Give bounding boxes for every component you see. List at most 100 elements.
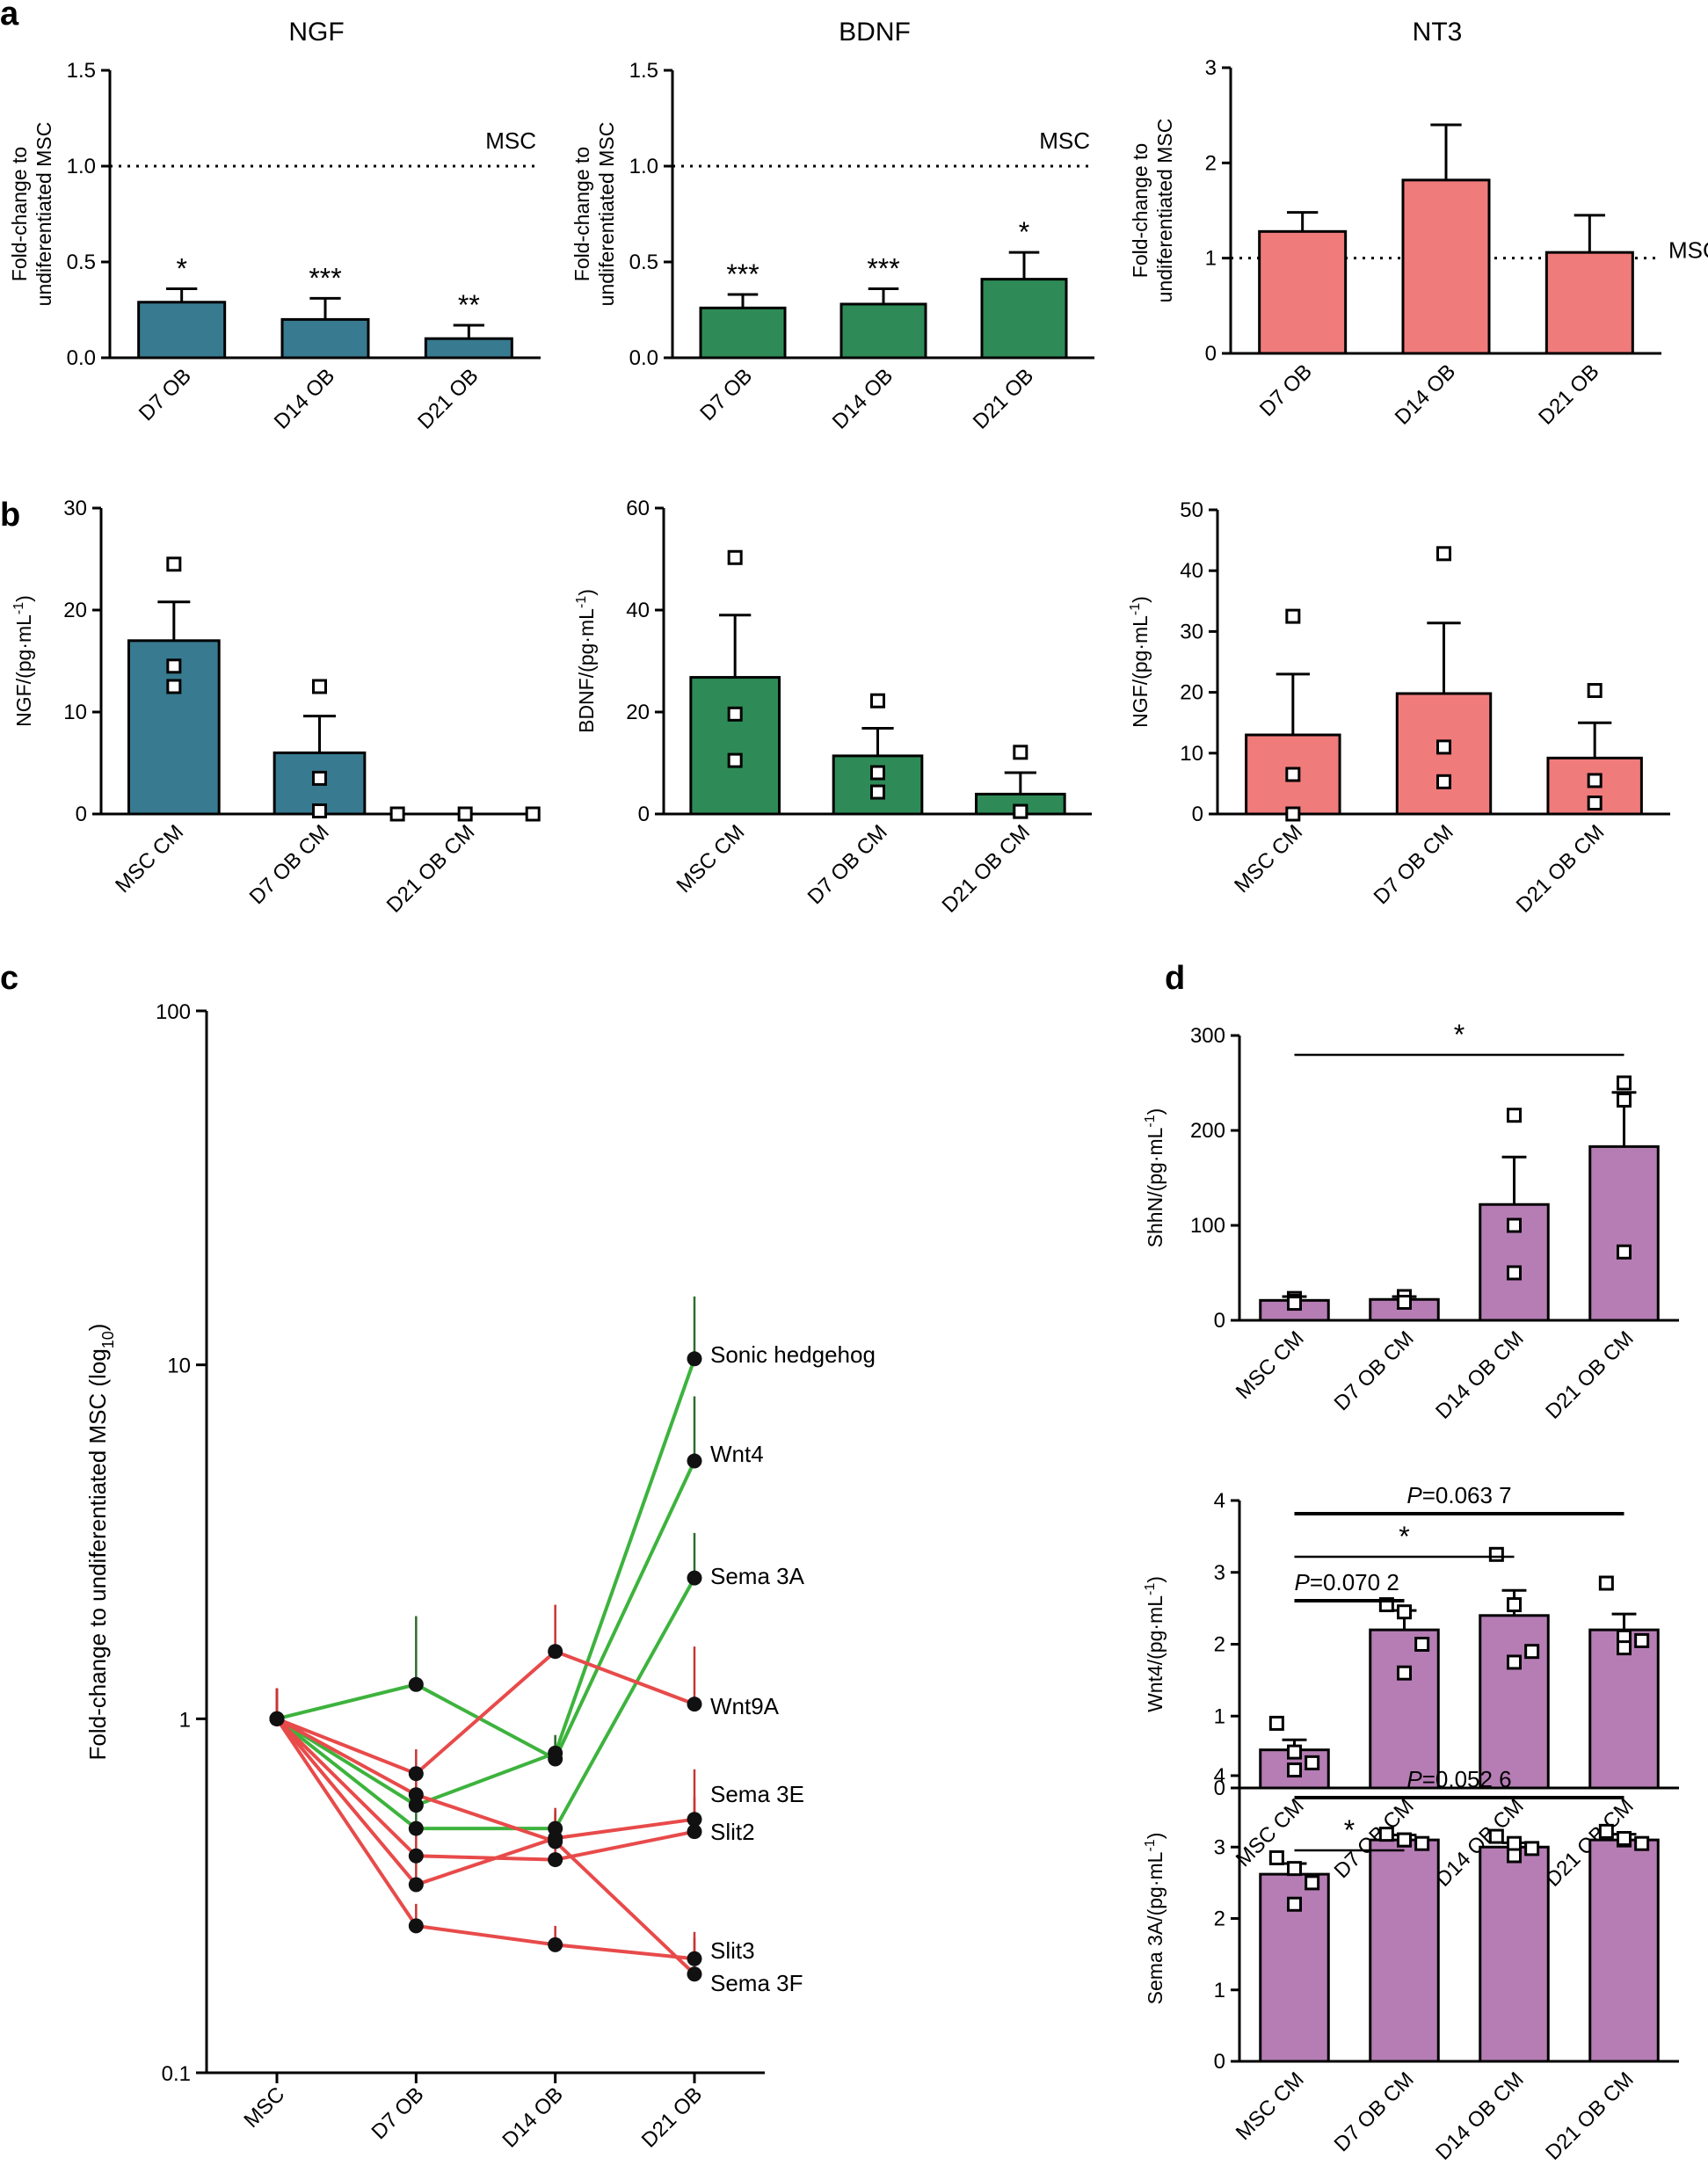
a2-significance-star: *** (726, 258, 759, 290)
a2-ytick-label: 1.0 (629, 155, 658, 178)
d1-xtick-label: D7 OB CM (1330, 1326, 1419, 1415)
d1-y-label: ShhN/(pg·mL-1) (1143, 1108, 1167, 1248)
b1-data-point (525, 806, 541, 822)
d3-data-point (1507, 1848, 1522, 1864)
c-data-point (408, 1877, 424, 1893)
b3-xtick-label: D7 OB CM (1370, 820, 1458, 909)
c-series-label: Wnt4 (710, 1441, 764, 1467)
d2-ytick-label: 2 (1214, 1633, 1225, 1657)
b3-data-point (1587, 796, 1603, 811)
c-data-point (408, 1787, 424, 1803)
d2-data-point (1397, 1665, 1412, 1681)
c-data-point (687, 1351, 702, 1367)
d3-data-point (1488, 1828, 1504, 1844)
b3-y-label-end: ) (1129, 596, 1152, 603)
d2-y-label: Wnt4/(pg·mL-1) (1143, 1576, 1167, 1712)
c-series-line (276, 1717, 696, 1976)
a1-ytick-label: 0.5 (67, 251, 96, 274)
panel-label-b: b (0, 497, 20, 534)
c-series-line (276, 1460, 696, 1762)
d2-data-point (1488, 1546, 1504, 1562)
b3-data-point (1285, 806, 1301, 822)
c-data-point (687, 1453, 702, 1469)
c-data-point (687, 1951, 702, 1966)
d3-ytick-label: 2 (1214, 1908, 1225, 1931)
b1-data-point (166, 658, 182, 674)
a1-ytick-label: 1.5 (67, 59, 96, 83)
a2-xtick-label: D14 OB (828, 364, 898, 433)
c-ytick-label: 10 (167, 1355, 191, 1378)
d1-xtick-label: D14 OB CM (1431, 1326, 1529, 1424)
d1-xtick-label: MSC CM (1232, 1326, 1309, 1404)
b1-xtick-label: D21 OB CM (382, 820, 480, 918)
d2-bracket-label: P=0.070 2 (1295, 1569, 1399, 1595)
b3-xtick-label: MSC CM (1230, 820, 1307, 897)
a1-y-label: Fold-change toundiferentiated MSC (8, 122, 55, 307)
d2-p-value: =0.063 7 (1422, 1482, 1512, 1508)
d3-xtick-label: D14 OB CM (1431, 2067, 1529, 2165)
d2-data-point (1507, 1654, 1522, 1670)
c-series-line (275, 1717, 695, 1862)
c-data-point (687, 1824, 702, 1840)
b1-ytick-label: 0 (76, 803, 87, 826)
b1-xtick-label: D7 OB CM (245, 820, 334, 909)
d3-xtick-label: MSC CM (1232, 2067, 1309, 2145)
d3-data-point (1305, 1875, 1320, 1891)
a3-ytick-label: 3 (1205, 56, 1217, 80)
c-data-point (687, 1966, 702, 1982)
a2-significance-star: *** (867, 253, 899, 285)
c-y-label-sub: 10 (99, 1331, 117, 1348)
a2-ytick-label: 0.5 (629, 251, 658, 274)
b2-xtick-label: D21 OB CM (938, 820, 1036, 918)
a1-significance-star: ** (458, 289, 480, 321)
b2-ytick-label: 0 (638, 803, 650, 826)
d2-y-label-sup: -1 (1143, 1583, 1158, 1595)
b3-data-point (1436, 774, 1451, 789)
c-ytick-label: 1 (179, 1708, 191, 1732)
a3-xtick-label: D14 OB (1391, 360, 1460, 429)
panel-label-a: a (0, 0, 19, 33)
c-data-point (408, 1676, 424, 1692)
a2-y-label-line: undiferentiated MSC (595, 122, 618, 307)
b2-data-point (1013, 803, 1028, 819)
b3-data-point (1587, 773, 1603, 788)
d1-ytick-label: 200 (1190, 1119, 1225, 1143)
c-y-label-end: ) (84, 1324, 111, 1332)
a2-xtick-label: D21 OB (969, 364, 1038, 433)
a3-ytick-label: 1 (1205, 247, 1217, 271)
b1-y-label-sup: -1 (11, 602, 26, 614)
d1-data-point (1507, 1265, 1522, 1281)
a1-xtick-label: D14 OB (270, 364, 339, 433)
d1-bracket-label: * (1454, 1019, 1465, 1050)
c-series-label: Slit3 (710, 1937, 755, 1964)
a3-bar (1401, 178, 1491, 355)
d3-y-label-end: ) (1144, 1833, 1167, 1840)
b1-ytick-label: 10 (63, 701, 87, 724)
b2-ytick-label: 40 (626, 599, 650, 622)
d3-ytick-label: 0 (1214, 2050, 1225, 2074)
a3-y-label-line: undiferentiated MSC (1153, 119, 1176, 303)
b3-data-point (1285, 767, 1301, 782)
d2-bracket-label: P=0.063 7 (1406, 1482, 1511, 1508)
d1-y-label-main: ShhN/(pg·mL (1144, 1127, 1167, 1247)
b3-data-point (1285, 608, 1301, 624)
b2-bar (689, 676, 781, 816)
b1-y-label-end: ) (12, 595, 35, 602)
c-series-line (275, 1718, 695, 1887)
c-ytick-label: 0.1 (162, 2062, 191, 2086)
b1-data-point (166, 556, 182, 572)
a3-y-label: Fold-change toundiferentiated MSC (1129, 119, 1176, 303)
c-data-point (408, 1820, 424, 1836)
b3-ytick-label: 0 (1192, 803, 1203, 826)
c-series-label: Wnt9A (710, 1693, 780, 1719)
d1-data-point (1397, 1294, 1412, 1310)
d3-bar (1369, 1838, 1440, 2063)
d3-y-label-sup: -1 (1143, 1839, 1158, 1851)
c-data-point (408, 1798, 424, 1813)
d1-data-point (1617, 1075, 1632, 1091)
c-xtick-label: MSC (239, 2082, 289, 2133)
panel-label-c: c (0, 960, 18, 997)
b3-data-point (1587, 683, 1603, 699)
a2-ytick-label: 1.5 (629, 59, 658, 83)
d2-p-symbol: P (1295, 1569, 1311, 1595)
